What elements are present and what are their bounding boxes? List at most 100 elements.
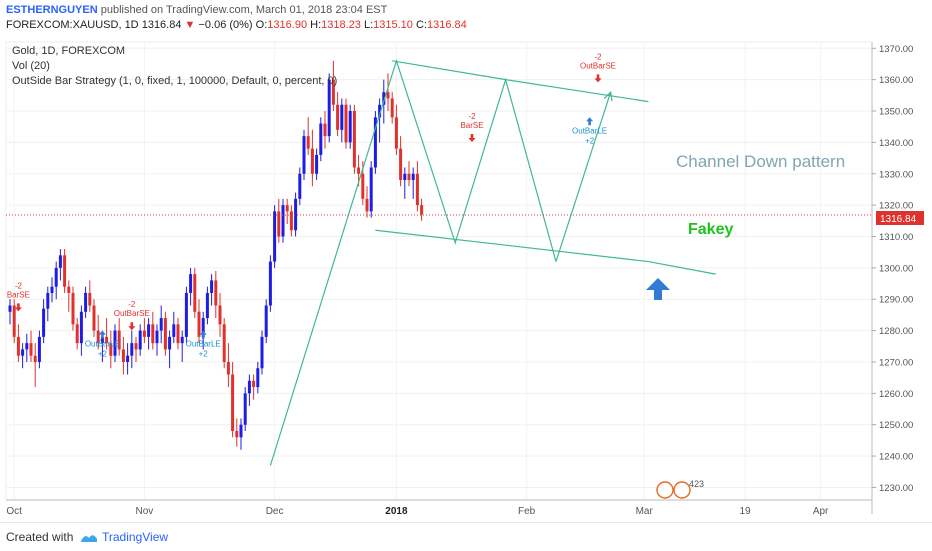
candle (113, 324, 117, 362)
y-tick-label: 1290.00 (879, 295, 913, 306)
candle-body (155, 330, 159, 344)
candle (201, 311, 205, 350)
long-entry-label: OutBarLE (572, 126, 607, 135)
candle-body (289, 211, 293, 231)
candle-body (294, 198, 298, 231)
candle-body (247, 380, 251, 394)
flag-icons: 423 (656, 479, 704, 499)
candle-body (46, 292, 50, 309)
candle (252, 374, 256, 400)
candle-body (243, 393, 247, 425)
candle (348, 104, 352, 149)
candle (16, 324, 20, 362)
legend-title: Gold, 1D, FOREXCOM (12, 45, 125, 57)
candle-body (306, 136, 310, 149)
y-tick-label: 1230.00 (879, 483, 913, 494)
candle (289, 205, 293, 237)
candle-body (256, 368, 260, 388)
candle (193, 267, 197, 319)
candle-body (365, 198, 369, 212)
candle-body (84, 292, 88, 312)
author-name[interactable]: ESTHERNGUYEN (6, 4, 98, 16)
candle (231, 361, 235, 438)
candle (67, 280, 71, 312)
x-tick-label: 2018 (385, 506, 408, 517)
candle (54, 261, 58, 300)
candle-body (168, 336, 172, 350)
candle (403, 167, 407, 199)
price-chart[interactable]: -2BarSEOutBarLE+2-2OutBarSEOutBarLE+2-2B… (0, 38, 932, 518)
y-tick-label: 1310.00 (879, 232, 913, 243)
price-axis[interactable]: 1230.00 1240.00 1250.00 1260.00 1270.00 1280.… (871, 42, 913, 514)
candle-body (25, 343, 29, 350)
candle (378, 98, 382, 143)
candle (323, 111, 327, 149)
y-tick-label: 1240.00 (879, 452, 913, 463)
candle-body (378, 104, 382, 118)
candle (130, 330, 134, 369)
candle-body (54, 267, 58, 287)
short-entry-label: OutBarSE (580, 61, 616, 70)
candle-body (390, 98, 394, 118)
candle (352, 104, 356, 174)
candle (180, 330, 184, 362)
candle (155, 324, 159, 356)
x-tick-label: Oct (6, 506, 22, 517)
candle-body (121, 349, 125, 362)
candle-body (138, 330, 142, 350)
zigzag-pattern-line[interactable] (269, 58, 557, 466)
candle (151, 311, 155, 350)
candle-body (50, 286, 54, 293)
candle-body (319, 123, 323, 155)
candle-body (134, 343, 138, 350)
y-tick-label: 1360.00 (879, 75, 913, 86)
tradingview-link[interactable]: TradingView (102, 530, 169, 544)
candle (365, 186, 369, 218)
long-entry-qty: +2 (199, 350, 209, 359)
long-entry-label: OutBarLE (186, 340, 221, 349)
candle-body (71, 292, 75, 325)
candle-body (159, 318, 163, 331)
price-tag-text: 1316.84 (880, 214, 917, 225)
candle-body (403, 173, 407, 181)
candle-body (218, 305, 222, 325)
candle-body (235, 430, 239, 438)
candle (142, 318, 146, 344)
candle (247, 374, 251, 406)
candle (218, 292, 222, 337)
candle-body (226, 361, 230, 375)
trend-drawings[interactable] (269, 58, 716, 466)
short-entry-arrow-icon (128, 322, 136, 331)
candle-body (344, 104, 348, 143)
candle-body (252, 380, 256, 388)
candle (25, 333, 29, 362)
candle-body (357, 167, 361, 174)
candle-body (268, 261, 272, 306)
time-axis[interactable]: Oct Nov Dec 2018 Feb Mar 19 Apr (6, 499, 872, 517)
projection-line[interactable] (555, 92, 612, 262)
low-value: 1315.10 (373, 19, 413, 31)
y-tick-label: 1320.00 (879, 201, 913, 212)
candle-body (8, 305, 12, 312)
candle-body (12, 305, 16, 337)
candle-body (361, 173, 365, 199)
long-entry-label: OutBarLE (85, 340, 120, 349)
candle-body (205, 292, 209, 319)
legend-volume: Vol (20) (12, 60, 50, 72)
candle-body (281, 205, 285, 237)
candle-body (210, 280, 214, 293)
publish-line: ESTHERNGUYEN published on TradingView.co… (6, 4, 387, 16)
candle (12, 299, 16, 344)
candle (75, 318, 79, 350)
long-entry-arrow-icon (98, 330, 106, 339)
candle-body (63, 255, 67, 287)
y-tick-label: 1370.00 (879, 44, 913, 55)
y-tick-label: 1280.00 (879, 326, 913, 337)
channel-lower-line[interactable] (375, 229, 716, 275)
candle-body (323, 123, 327, 137)
price-change: −0.06 (0%) (198, 19, 253, 31)
candle (105, 318, 109, 350)
chart-area[interactable]: -2 BarSE OutBarLE +2 -2 OutBarSE OutBarLE +2 -2 B… (0, 38, 932, 518)
chart-header: ESTHERNGUYEN published on TradingView.co… (0, 0, 932, 36)
low-label: L: (363, 19, 374, 31)
